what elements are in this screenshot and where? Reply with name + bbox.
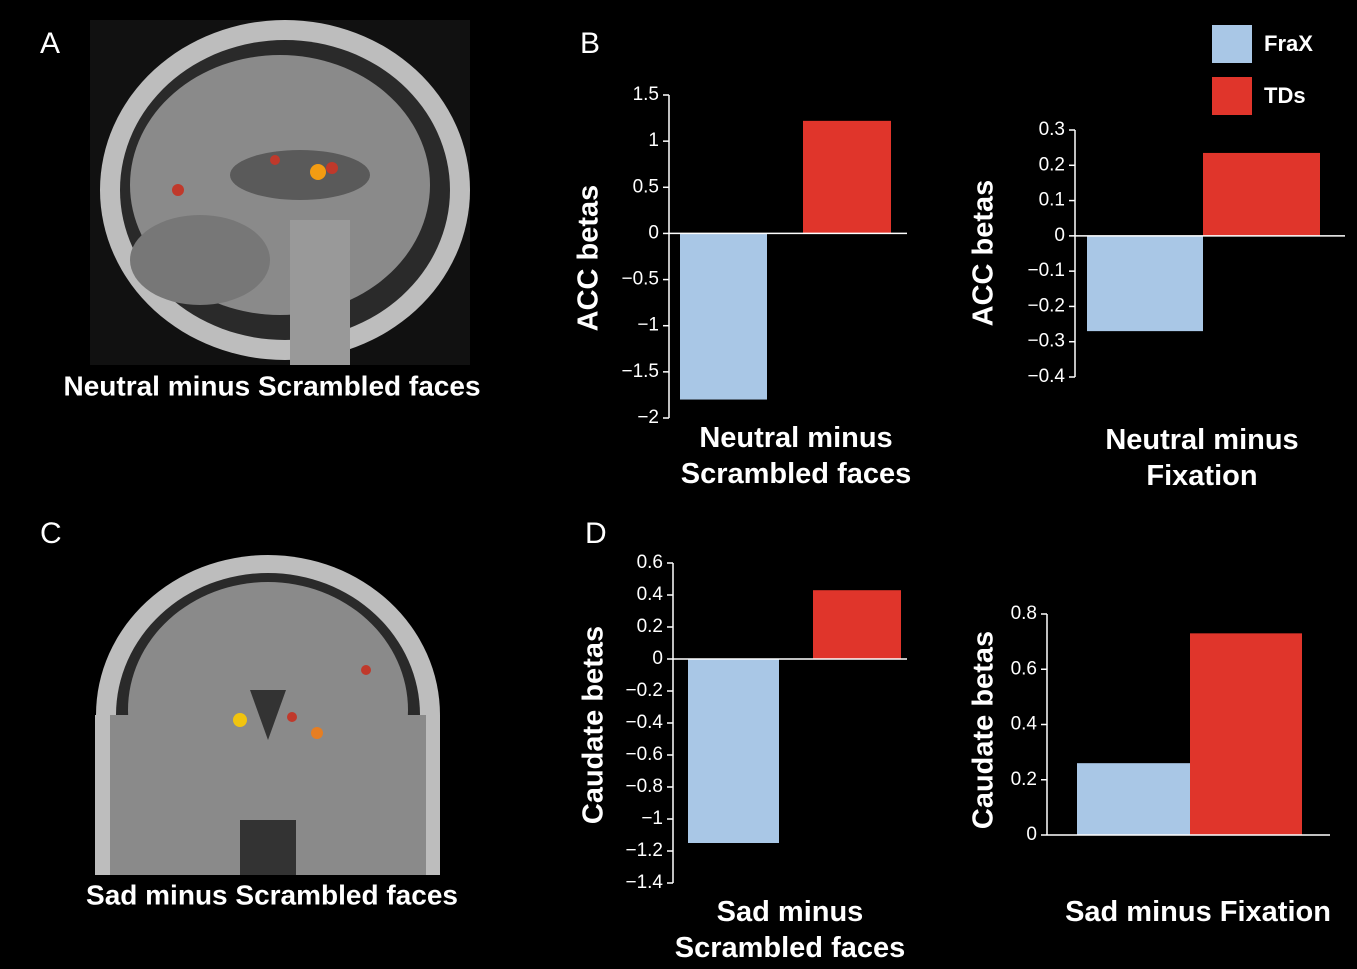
x-axis-label: Neutral minus Scrambled faces — [680, 422, 912, 490]
y-tick-label: 0.4 — [1011, 714, 1038, 735]
y-tick-label: −1.2 — [625, 840, 663, 861]
bar — [813, 590, 901, 659]
y-axis-label: Caudate betas — [968, 631, 1000, 829]
bar — [1203, 152, 1320, 236]
brain-coronal — [95, 555, 440, 875]
y-tick-label: −1 — [637, 315, 659, 336]
y-tick-label: −0.4 — [1027, 366, 1065, 387]
y-axis-label: ACC betas — [573, 185, 605, 332]
y-tick-label: −0.5 — [621, 269, 659, 290]
y-tick-label: 0.2 — [1011, 769, 1037, 790]
y-tick-label: −0.6 — [625, 744, 663, 765]
x-axis-label: Sad minus Scrambled faces — [674, 896, 906, 964]
y-tick-label: 0.2 — [1039, 154, 1065, 175]
y-tick-label: 0.2 — [637, 616, 663, 637]
panel-label: C — [40, 517, 62, 550]
x-axis-label: Neutral minus Fixation — [1105, 424, 1299, 492]
y-tick-label: −0.1 — [1027, 260, 1065, 281]
y-tick-label: −1 — [641, 808, 663, 829]
legend-label: TDs — [1264, 83, 1306, 108]
panel-caption: Sad minus Scrambled faces — [86, 879, 458, 910]
y-tick-label: −1.5 — [621, 361, 659, 382]
y-tick-label: 1.5 — [633, 84, 659, 105]
y-tick-label: 0.6 — [637, 552, 663, 573]
y-tick-label: 0 — [1054, 225, 1065, 246]
y-tick-label: 0.3 — [1039, 119, 1065, 140]
legend-label: FraX — [1264, 31, 1313, 56]
bar — [803, 120, 891, 234]
y-tick-label: −2 — [637, 407, 659, 428]
y-tick-label: 0 — [648, 222, 659, 243]
panel-label: D — [585, 517, 607, 550]
bar — [680, 233, 767, 400]
y-tick-label: −1.4 — [625, 872, 663, 893]
legend-swatch — [1212, 77, 1252, 115]
y-tick-label: −0.3 — [1027, 331, 1065, 352]
y-tick-label: 0 — [652, 648, 663, 669]
panel-label: B — [580, 27, 600, 60]
y-tick-label: −0.4 — [625, 712, 663, 733]
bar — [1077, 763, 1190, 835]
y-axis-label: Caudate betas — [578, 626, 610, 824]
y-tick-label: 0.1 — [1039, 190, 1065, 211]
bar — [1190, 633, 1302, 835]
y-axis-label: ACC betas — [968, 180, 1000, 327]
legend-swatch — [1212, 25, 1252, 63]
y-tick-label: 0.5 — [633, 176, 659, 197]
y-tick-label: 0.4 — [637, 584, 664, 605]
y-tick-label: 0.8 — [1011, 603, 1037, 624]
y-tick-label: 0 — [1026, 824, 1037, 845]
y-tick-label: 0.6 — [1011, 658, 1037, 679]
y-tick-label: −0.8 — [625, 776, 663, 797]
bar — [1087, 235, 1203, 332]
panel-caption: Neutral minus Scrambled faces — [63, 370, 480, 401]
y-tick-label: 1 — [648, 130, 659, 151]
y-tick-label: −0.2 — [625, 680, 663, 701]
y-tick-label: −0.2 — [1027, 295, 1065, 316]
bar — [688, 659, 779, 843]
brain-sagittal — [90, 20, 470, 365]
panel-label: A — [40, 27, 60, 60]
x-axis-label: Sad minus Fixation — [1065, 896, 1331, 928]
